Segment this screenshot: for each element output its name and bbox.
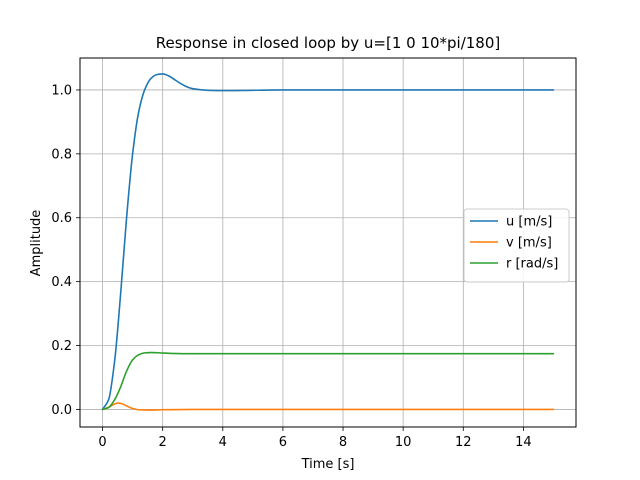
series-line-r-rad-s bbox=[101, 351, 555, 411]
x-tick-label: 0 bbox=[98, 435, 106, 450]
chart-title: Response in closed loop by u=[1 0 10*pi/… bbox=[156, 34, 501, 52]
x-tick-label: 14 bbox=[515, 435, 532, 450]
x-tick-label: 6 bbox=[279, 435, 287, 450]
y-tick-label: 0.8 bbox=[51, 147, 72, 162]
y-tick-label: 0.6 bbox=[51, 211, 72, 226]
series-lines bbox=[101, 73, 555, 411]
y-tick-label: 0.0 bbox=[51, 403, 72, 418]
y-tick-label: 0.4 bbox=[51, 275, 72, 290]
y-tick-label: 1.0 bbox=[51, 83, 72, 98]
y-tick-label: 0.2 bbox=[51, 339, 72, 354]
plot-frame bbox=[79, 57, 577, 428]
legend-label-u-m-s: u [m/s] bbox=[506, 215, 552, 230]
x-tick-label: 4 bbox=[219, 435, 227, 450]
x-tick-label: 10 bbox=[395, 435, 412, 450]
legend: u [m/s] v [m/s] r [rad/s] bbox=[463, 208, 570, 283]
x-tick-label: 12 bbox=[455, 435, 472, 450]
x-tick-label: 8 bbox=[339, 435, 347, 450]
legend-label-r-rad-s: r [rad/s] bbox=[506, 257, 558, 272]
axis-ticks: 0 2 4 6 8 10 12 14 0.0 0.2 0.4 0.6 0.8 1.0 bbox=[51, 83, 531, 450]
legend-label-v-m-s: v [m/s] bbox=[506, 236, 552, 251]
x-tick-label: 2 bbox=[159, 435, 167, 450]
x-axis-label: Time [s] bbox=[301, 457, 355, 472]
series-line-u-m-s bbox=[101, 73, 555, 411]
series-line-v-m-s bbox=[101, 402, 555, 411]
y-axis-label: Amplitude bbox=[29, 210, 44, 277]
